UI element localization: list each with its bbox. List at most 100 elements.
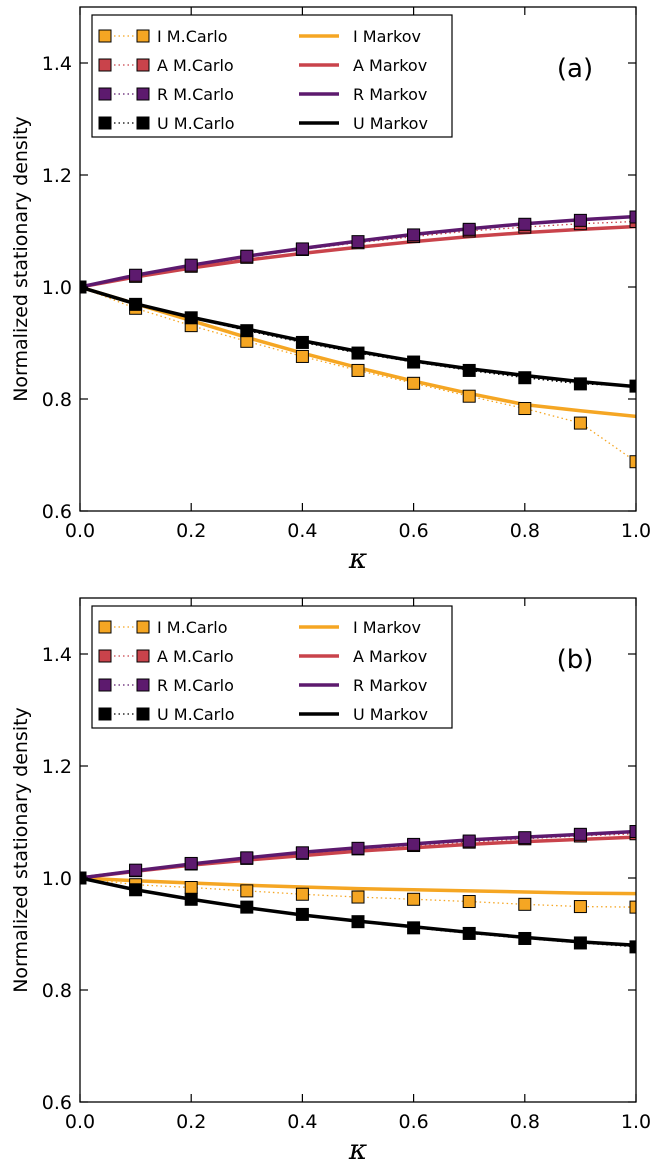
legend-swatch-marker — [98, 678, 112, 692]
y-axis-label: Normalized stationary density — [10, 116, 32, 402]
legend-label: U Markov — [353, 705, 428, 724]
chart-panel-1: 0.0 0.2 0.4 0.6 0.8 1.0 0.6 0.8 1.0 1.2 1.4 κ Normal… — [10, 6, 651, 575]
data-point — [295, 846, 309, 860]
series-line-i-markov — [80, 876, 636, 896]
x-axis-label: κ — [348, 1133, 367, 1166]
legend-swatch-marker — [98, 58, 112, 72]
data-point — [518, 217, 532, 231]
series-dotted-r-m-carlo — [80, 216, 636, 288]
x-tick-label: 0.6 — [398, 520, 428, 542]
data-point — [184, 892, 198, 906]
legend-label: A M.Carlo — [157, 56, 234, 75]
legend-label: U M.Carlo — [157, 705, 234, 724]
data-point — [351, 235, 365, 249]
data-point — [295, 335, 309, 349]
data-point — [184, 881, 198, 895]
y-tick-label: 1.4 — [42, 644, 72, 666]
data-point — [573, 900, 587, 914]
legend-label: I M.Carlo — [157, 618, 227, 637]
data-point — [295, 242, 309, 256]
x-tick-label: 0.8 — [510, 520, 540, 542]
legend-swatch-marker — [98, 87, 112, 101]
data-point — [184, 856, 198, 870]
data-point — [295, 907, 309, 921]
data-point — [295, 887, 309, 901]
y-tick-label: 0.8 — [42, 980, 72, 1002]
data-point — [462, 834, 476, 848]
data-point — [407, 228, 421, 242]
y-tick-label: 1.0 — [42, 277, 72, 299]
data-point — [407, 355, 421, 369]
legend-label: U M.Carlo — [157, 114, 234, 133]
x-tick-label: 0.4 — [287, 1111, 317, 1133]
axes-frame — [79, 597, 637, 1103]
data-point — [129, 268, 143, 282]
x-tick-label: 0.0 — [65, 1111, 95, 1133]
data-point — [129, 863, 143, 877]
data-point — [407, 837, 421, 851]
data-point — [351, 363, 365, 377]
data-point — [407, 921, 421, 935]
data-point — [407, 376, 421, 390]
data-point — [573, 827, 587, 841]
y-axis-label: Normalized stationary density — [10, 707, 32, 993]
legend-swatch-marker — [98, 116, 112, 130]
data-point — [240, 324, 254, 338]
data-point — [518, 831, 532, 845]
panel-label: (a) — [557, 54, 593, 84]
data-point — [184, 311, 198, 325]
data-point — [462, 222, 476, 236]
y-tick-label: 0.6 — [42, 1092, 72, 1114]
data-point — [351, 890, 365, 904]
legend-swatch-marker — [98, 649, 112, 663]
data-point — [629, 210, 636, 224]
chart-panel-2: 0.0 0.2 0.4 0.6 0.8 1.0 0.6 0.8 1.0 1.2 1.4 κ Normal… — [10, 597, 651, 1166]
y-tick-label: 1.2 — [42, 756, 72, 778]
series-dotted-u-m-carlo — [80, 286, 636, 387]
data-point — [573, 377, 587, 391]
data-point — [462, 363, 476, 377]
legend: I M.Carlo A M.Carlo R M.Carlo U M.Carlo I Ma… — [91, 605, 453, 729]
legend-swatch-marker — [136, 707, 150, 721]
legend-swatch-marker — [98, 620, 112, 634]
x-tick-label: 0.4 — [287, 520, 317, 542]
x-tick-label: 1.0 — [621, 520, 651, 542]
data-point — [240, 249, 254, 263]
data-point — [129, 883, 143, 897]
data-point — [240, 900, 254, 914]
data-point — [240, 851, 254, 865]
data-point — [351, 346, 365, 360]
data-point — [129, 297, 143, 311]
data-point — [573, 936, 587, 950]
legend-swatch-marker — [98, 707, 112, 721]
legend-label: R Markov — [353, 85, 427, 104]
y-tick-label: 0.6 — [42, 501, 72, 523]
data-point — [629, 825, 636, 839]
legend-box — [91, 605, 453, 729]
data-point — [518, 402, 532, 416]
plot-area — [80, 825, 636, 954]
series-dotted-i-m-carlo — [80, 877, 636, 908]
data-point — [462, 895, 476, 909]
legend-label: I Markov — [353, 618, 421, 637]
legend-label: R M.Carlo — [157, 85, 234, 104]
x-tick-label: 0.8 — [510, 1111, 540, 1133]
data-point — [295, 349, 309, 363]
data-point — [518, 897, 532, 911]
y-tick-label: 1.2 — [42, 165, 72, 187]
data-point — [184, 258, 198, 272]
x-tick-label: 0.6 — [398, 1111, 428, 1133]
data-point — [573, 416, 587, 430]
x-tick-label: 0.0 — [65, 520, 95, 542]
data-point — [573, 213, 587, 227]
legend-label: A Markov — [353, 647, 427, 666]
legend-swatch-marker — [136, 678, 150, 692]
legend-label: A M.Carlo — [157, 647, 234, 666]
legend-swatch-marker — [136, 87, 150, 101]
y-tick-label: 1.0 — [42, 868, 72, 890]
x-axis-label: κ — [348, 542, 367, 575]
data-point — [240, 884, 254, 898]
x-tick-label: 1.0 — [621, 1111, 651, 1133]
plot-area — [80, 210, 636, 469]
legend-swatch-marker — [136, 649, 150, 663]
